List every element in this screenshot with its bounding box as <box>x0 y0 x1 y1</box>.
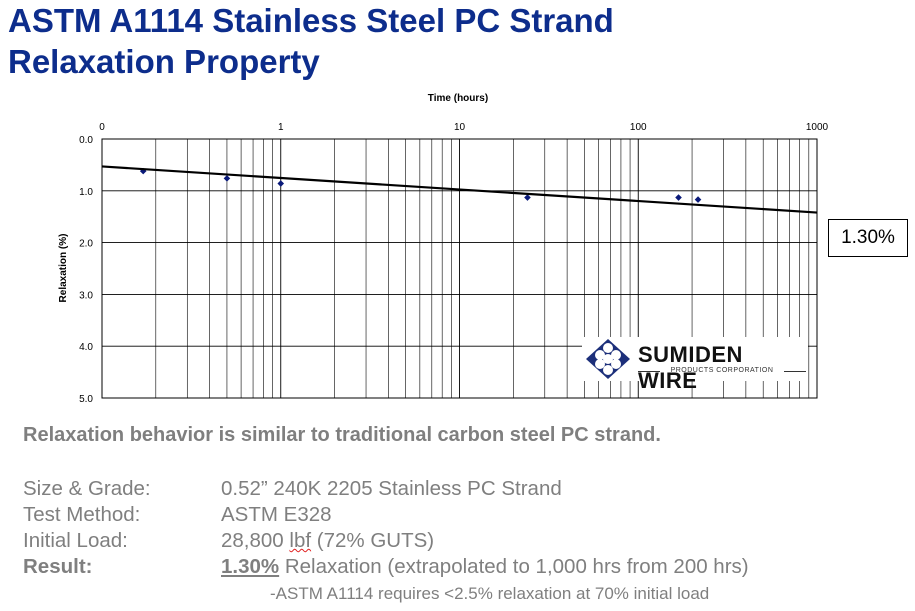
result-description: Relaxation (extrapolated to 1,000 hrs fr… <box>284 555 749 578</box>
data-point <box>694 196 702 203</box>
data-point <box>277 180 285 187</box>
y-tick-label: 4.0 <box>79 342 93 353</box>
load-unit: lbf <box>289 529 312 552</box>
x-tick-label: 100 <box>630 122 647 133</box>
x-tick-labels: 0 1 10 100 1000 <box>99 122 828 133</box>
x-axis-label: Time (hours) <box>428 93 488 104</box>
result-percent: 1.30% <box>221 555 280 578</box>
x-tick-label: 1000 <box>806 122 829 133</box>
requirement-note: -ASTM A1114 requires <2.5% relaxation at… <box>270 584 710 603</box>
summary-statement: Relaxation behavior is similar to tradit… <box>23 424 661 446</box>
logo-name: SUMIDEN WIRE <box>638 342 743 393</box>
trend-line <box>101 165 818 214</box>
title-line-1: ASTM A1114 Stainless Steel PC Strand <box>8 2 614 39</box>
slide-title: ASTM A1114 Stainless Steel PC Strand Rel… <box>8 0 908 82</box>
y-tick-labels: 0.0 1.0 2.0 3.0 4.0 5.0 <box>79 135 93 405</box>
title-line-2: Relaxation Property <box>8 43 320 80</box>
method-value: ASTM E328 <box>221 503 332 526</box>
load-number: 28,800 <box>221 529 284 552</box>
x-tick-label: 0 <box>99 122 105 133</box>
load-guts: (72% GUTS) <box>316 529 435 552</box>
chart-series <box>101 165 818 214</box>
load-value: 28,800 lbf (72% GUTS) <box>221 528 434 554</box>
data-point <box>524 194 531 201</box>
plot-frame <box>101 138 818 399</box>
result-value: 1.30% Relaxation (extrapolated to 1,000 … <box>221 554 749 580</box>
callout-label: 1.30% <box>828 219 908 257</box>
x-tick-label: 1 <box>278 122 284 133</box>
data-point <box>675 194 682 201</box>
y-tick-label: 2.0 <box>79 239 93 250</box>
result-label: Result: <box>23 555 93 578</box>
y-tick-label: 3.0 <box>79 290 93 301</box>
y-tick-label: 5.0 <box>79 394 93 405</box>
load-label: Initial Load: <box>23 529 128 552</box>
size-label: Size & Grade: <box>23 477 151 500</box>
x-tick-label: 10 <box>454 122 466 133</box>
y-tick-label: 0.0 <box>79 135 93 146</box>
sumiden-logo: SUMIDEN WIRE PRODUCTS CORPORATION <box>582 337 808 393</box>
y-tick-label: 1.0 <box>79 187 93 198</box>
data-point <box>223 175 231 182</box>
y-axis-label: Relaxation (%) <box>58 234 69 303</box>
method-label: Test Method: <box>23 503 141 526</box>
size-value: 0.52” 240K 2205 Stainless PC Strand <box>221 477 562 500</box>
logo-emblem-icon <box>586 339 630 379</box>
logo-subtitle: PRODUCTS CORPORATION <box>670 367 774 374</box>
